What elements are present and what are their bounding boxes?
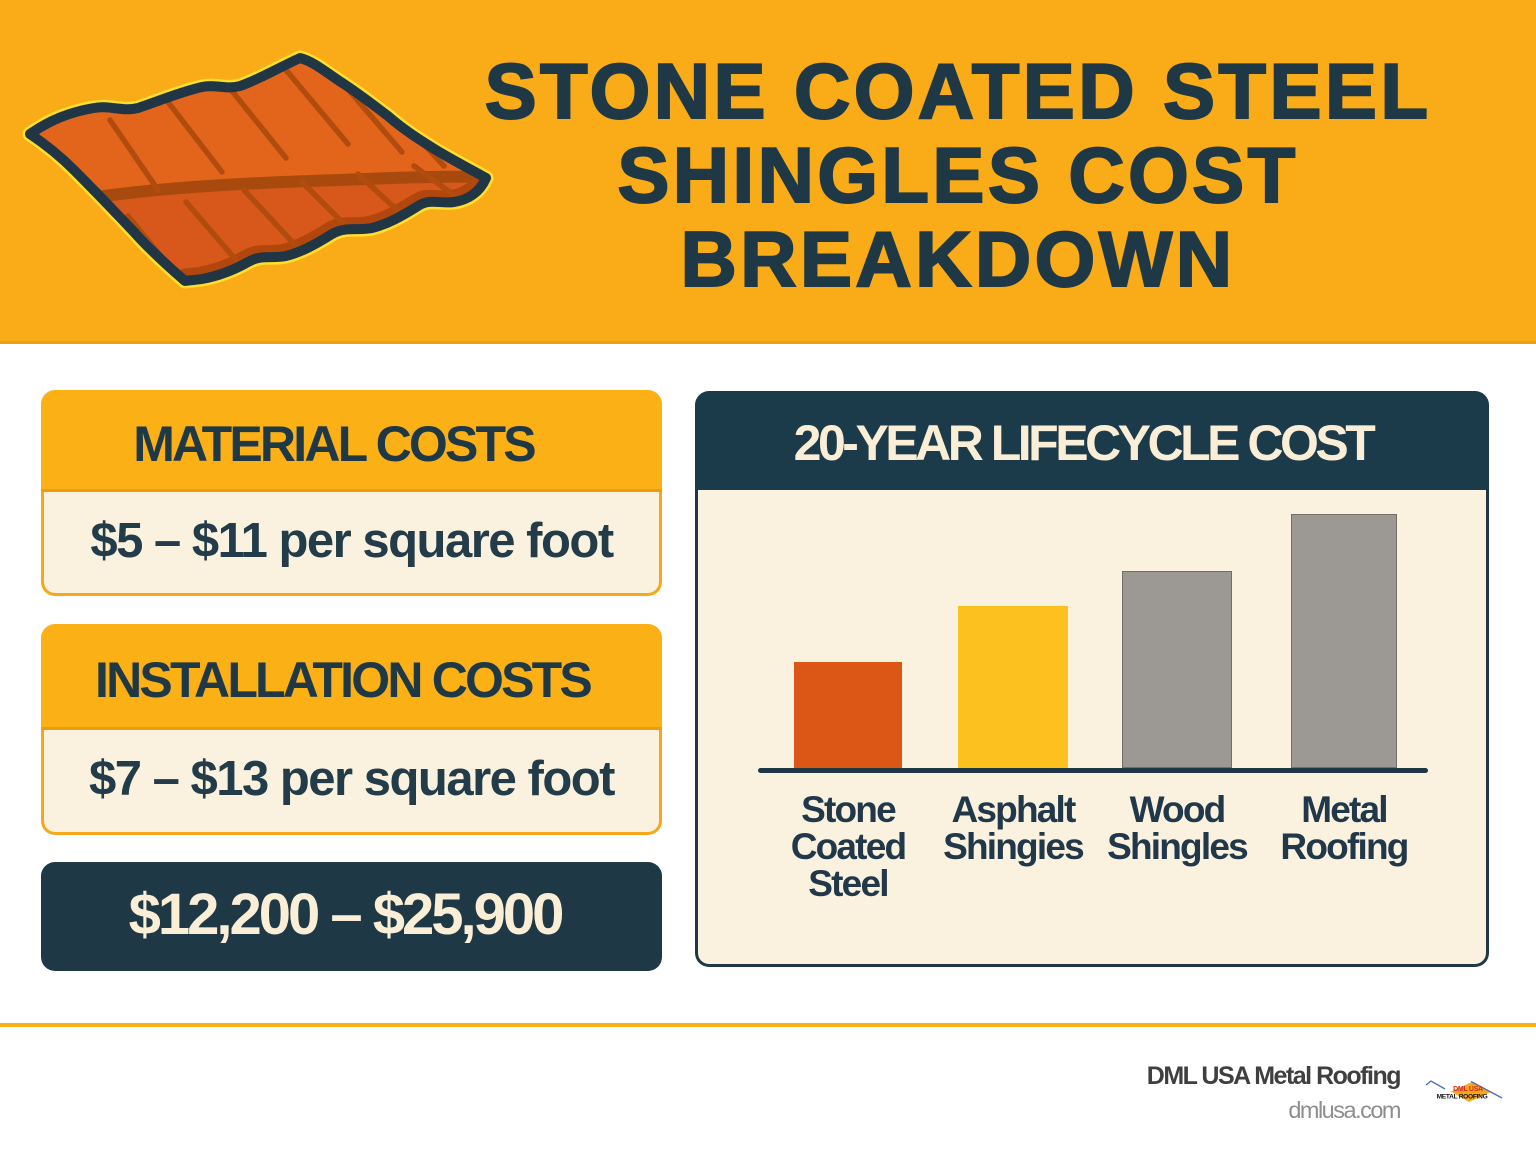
svg-text:METAL ROOFING: METAL ROOFING [1437, 1094, 1488, 1101]
svg-text:DML USA: DML USA [1453, 1086, 1483, 1093]
